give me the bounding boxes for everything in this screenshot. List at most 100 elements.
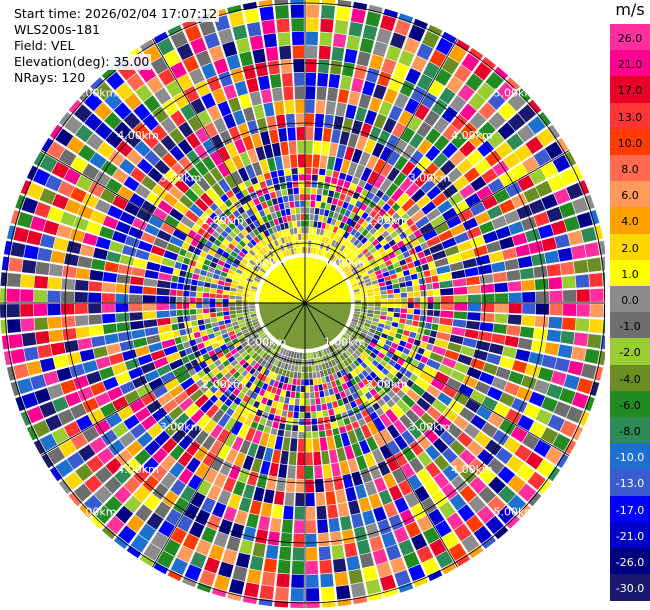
- range-bin: [213, 531, 229, 548]
- range-bin: [250, 331, 258, 337]
- range-bin: [255, 325, 262, 331]
- range-bin: [234, 138, 246, 154]
- range-bin: [413, 291, 421, 297]
- range-bin: [358, 372, 365, 381]
- range-bin: [581, 363, 597, 380]
- range-bin: [371, 262, 379, 268]
- range-bin: [223, 311, 230, 316]
- range-bin: [336, 250, 342, 258]
- range-bin: [180, 377, 195, 390]
- range-bin: [115, 312, 130, 323]
- range-bin: [270, 427, 278, 436]
- range-bin: [270, 170, 278, 179]
- range-bin: [269, 191, 277, 199]
- range-bin: [451, 132, 468, 149]
- range-bin: [385, 363, 393, 372]
- range-bin: [196, 286, 204, 292]
- range-bin: [215, 264, 223, 271]
- range-bin: [442, 465, 459, 482]
- range-bin: [314, 214, 319, 221]
- range-bin: [576, 378, 593, 395]
- range-bin: [373, 113, 387, 129]
- range-bin: [411, 359, 420, 367]
- range-bin: [343, 180, 351, 189]
- range-bin: [559, 168, 578, 186]
- range-bin: [276, 477, 286, 492]
- range-bin: [446, 167, 463, 183]
- range-bin: [266, 199, 273, 207]
- range-bin: [305, 506, 316, 520]
- range-bin: [362, 565, 378, 582]
- range-bin: [510, 426, 528, 443]
- range-bin: [360, 203, 368, 211]
- range-bin: [305, 418, 311, 426]
- range-bin: [282, 195, 289, 203]
- range-bin: [115, 82, 134, 101]
- range-bin: [468, 495, 486, 514]
- range-bin: [170, 30, 188, 49]
- range-bin: [357, 381, 365, 389]
- range-bin: [267, 227, 274, 235]
- range-bin: [242, 306, 249, 310]
- range-bin: [329, 183, 337, 191]
- range-bin: [100, 429, 118, 446]
- range-bin: [379, 262, 387, 269]
- range-bin: [440, 159, 456, 176]
- range-bin: [190, 359, 199, 367]
- range-bin: [345, 174, 353, 183]
- colorbar-swatch: [610, 521, 650, 549]
- range-bin: [242, 300, 249, 303]
- range-bin: [257, 357, 264, 365]
- range-bin: [228, 269, 236, 276]
- range-bin: [295, 392, 300, 399]
- range-bin: [305, 194, 311, 201]
- range-bin: [228, 493, 242, 509]
- range-bin: [189, 203, 204, 218]
- range-bin: [560, 261, 575, 275]
- range-bin: [413, 309, 421, 315]
- range-bin: [317, 357, 321, 365]
- range-bin: [205, 187, 220, 202]
- range-bin: [350, 378, 357, 386]
- range-bin: [380, 162, 393, 178]
- range-bin: [250, 360, 257, 367]
- range-bin: [335, 220, 341, 227]
- range-bin: [383, 355, 391, 363]
- range-bin: [211, 278, 219, 284]
- range-bin: [378, 389, 387, 398]
- range-bin: [284, 168, 291, 176]
- colorbar-swatch: [610, 76, 650, 104]
- range-bin: [309, 385, 314, 392]
- range-bin: [316, 404, 322, 412]
- range-bin: [136, 208, 152, 223]
- range-bin: [112, 422, 129, 438]
- range-bin: [398, 323, 405, 330]
- range-bin: [231, 411, 240, 420]
- range-bin: [258, 598, 273, 607]
- range-bin: [545, 141, 563, 160]
- range-bin: [373, 287, 380, 292]
- range-bin: [251, 133, 263, 148]
- range-bin: [493, 272, 507, 283]
- range-bin: [476, 405, 493, 421]
- range-bin: [547, 466, 561, 482]
- range-bin: [508, 292, 522, 303]
- range-bin: [434, 303, 441, 310]
- range-bin: [453, 311, 468, 320]
- range-bin: [160, 117, 177, 134]
- range-bin: [441, 483, 458, 500]
- range-bin: [32, 420, 51, 438]
- range-bin: [434, 371, 450, 384]
- range-bin: [219, 212, 227, 221]
- range-bin: [178, 276, 185, 284]
- range-bin: [231, 186, 240, 195]
- range-bin: [259, 267, 266, 274]
- range-bin: [34, 202, 51, 218]
- range-bin: [148, 215, 164, 229]
- range-bin: [236, 223, 245, 232]
- range-bin: [398, 539, 415, 556]
- range-bin: [388, 347, 396, 354]
- range-bin: [475, 340, 491, 352]
- range-bin: [108, 241, 124, 253]
- range-bin: [536, 459, 555, 478]
